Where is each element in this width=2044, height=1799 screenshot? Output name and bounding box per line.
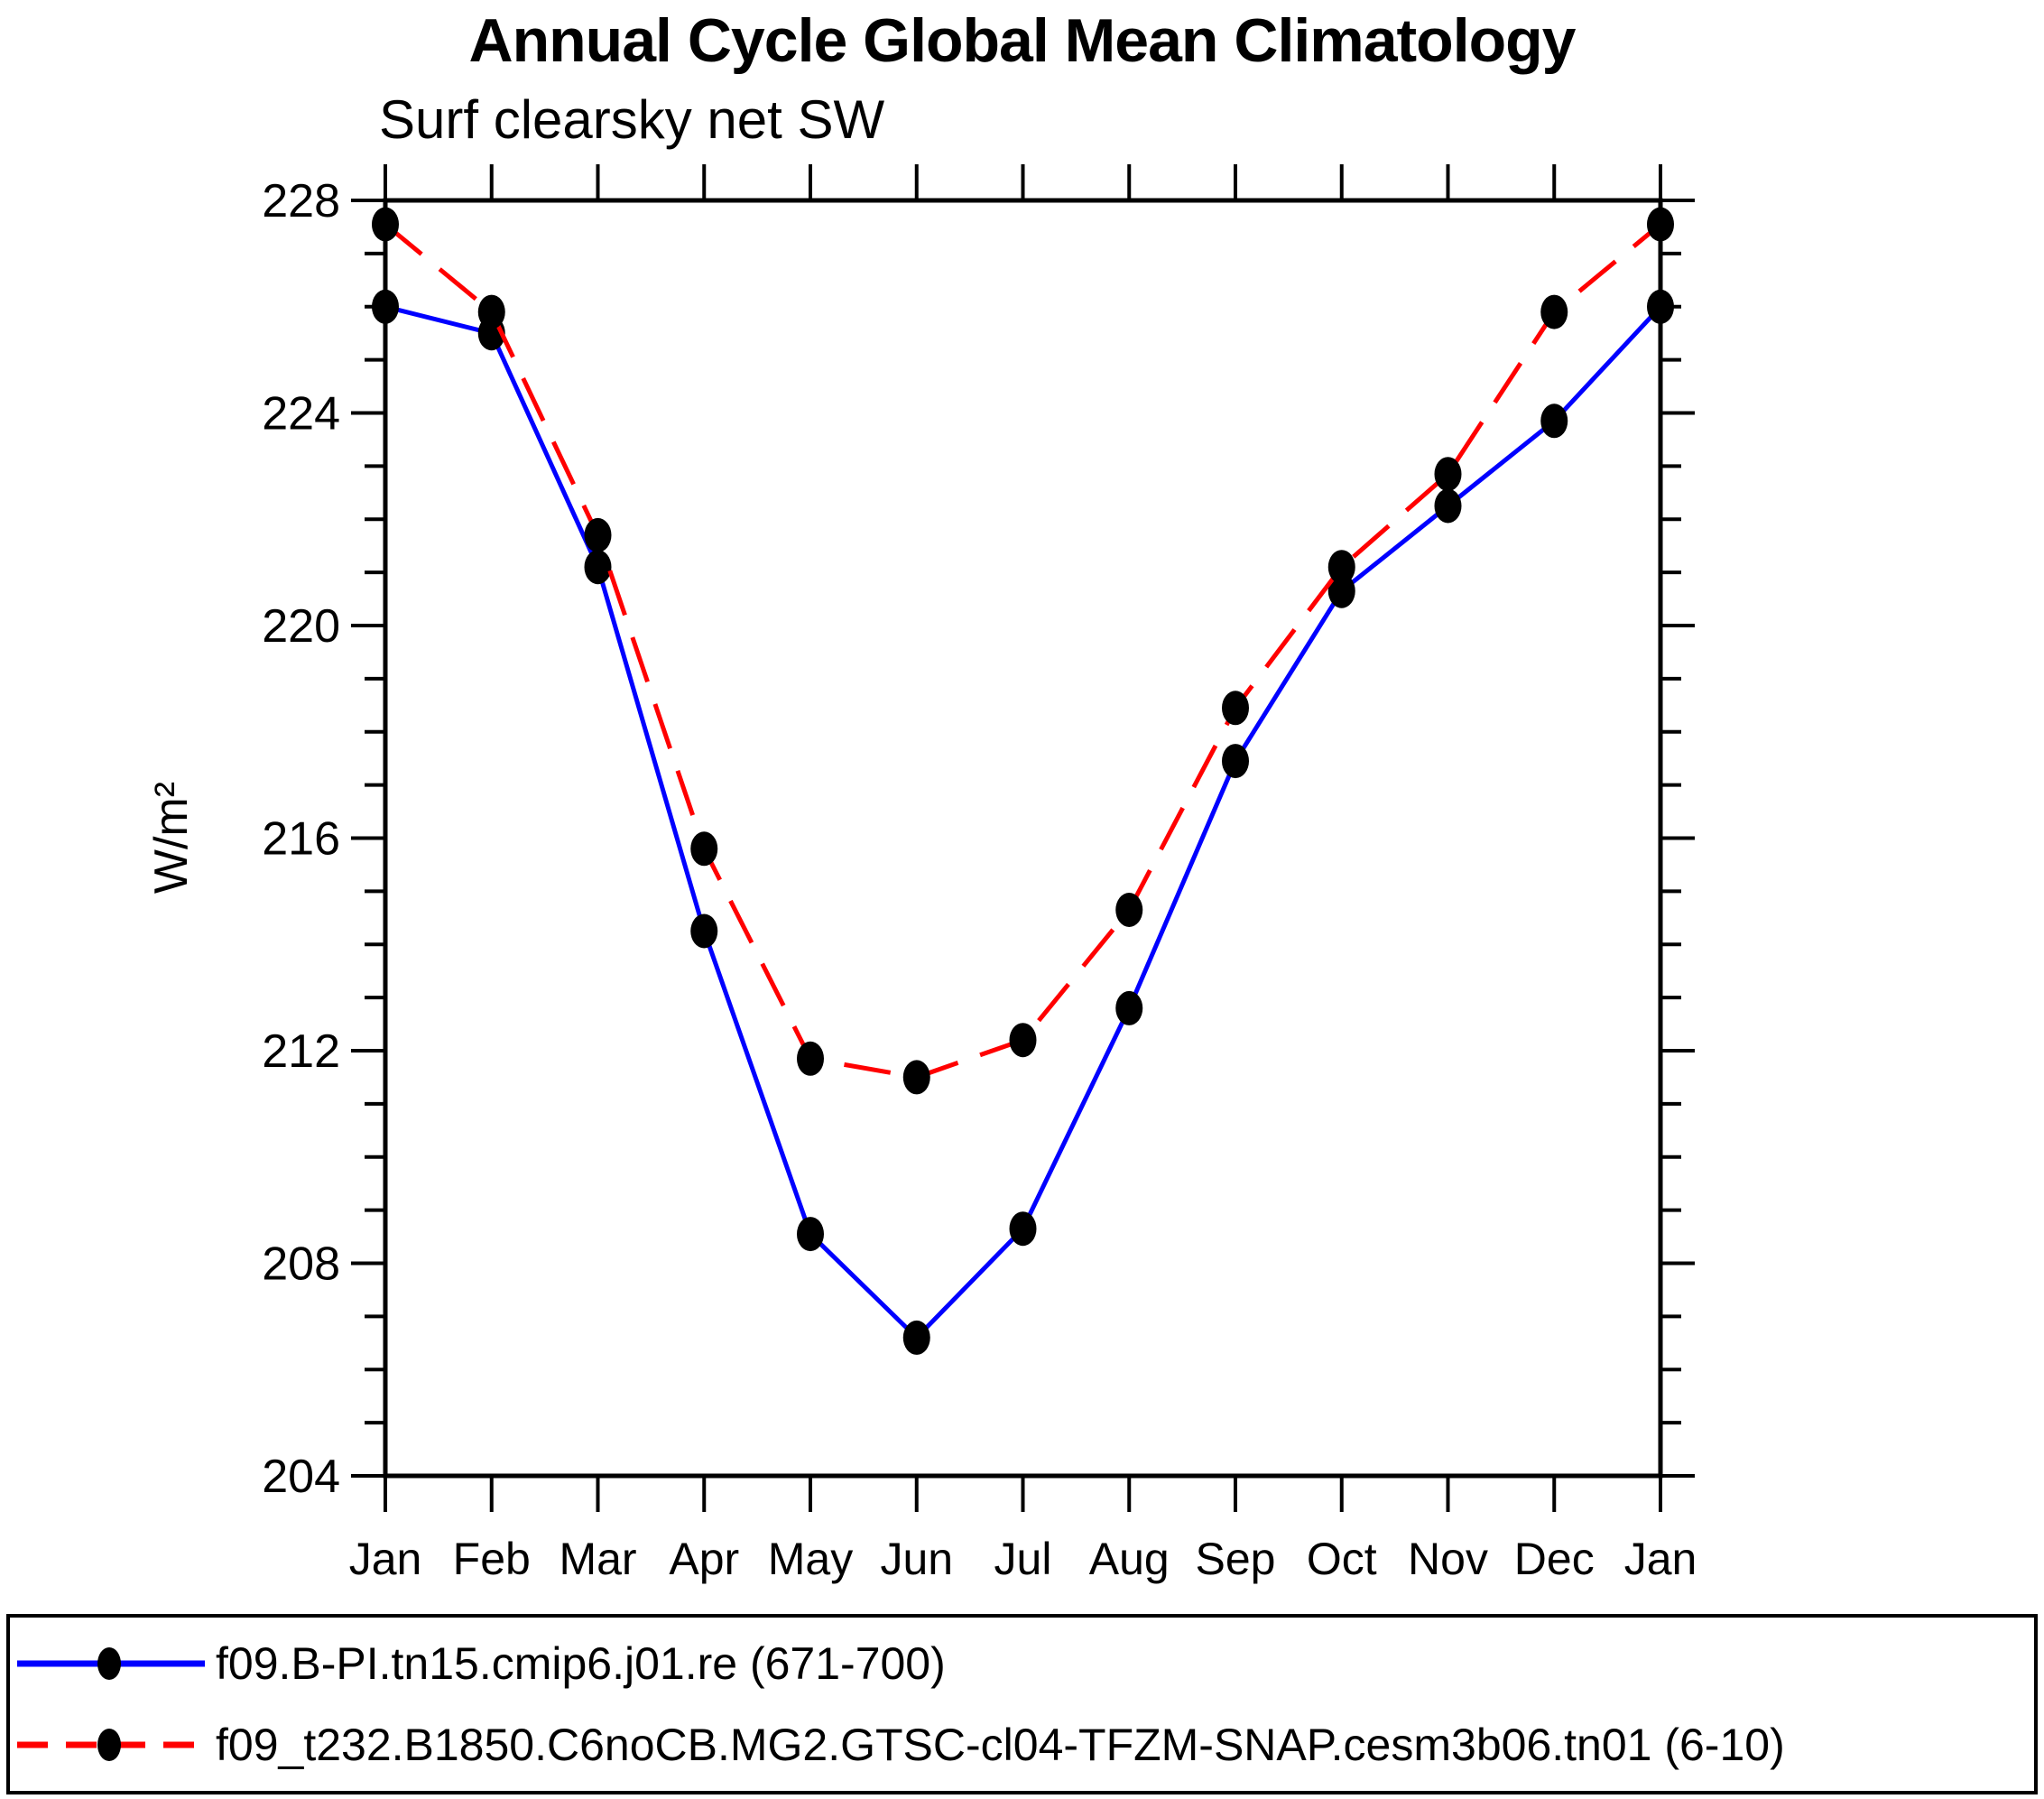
- data-point-marker-series2: [690, 831, 718, 867]
- data-point-marker-series2: [1222, 691, 1249, 726]
- data-point-marker-series1: [690, 913, 718, 949]
- data-point-marker-series1: [797, 1217, 824, 1252]
- y-tick-label: 220: [262, 600, 340, 653]
- data-point-marker-series2: [902, 1060, 930, 1095]
- y-tick-label: 228: [262, 175, 340, 227]
- series-line-2: [384, 222, 1662, 1080]
- data-point-marker-series2: [477, 294, 505, 329]
- data-point-marker-series2: [1540, 294, 1568, 329]
- x-tick-label: Apr: [669, 1534, 739, 1584]
- x-tick-label: May: [768, 1534, 853, 1584]
- data-point-marker-series2: [1009, 1023, 1037, 1058]
- legend-line-sample-dashed-icon: [17, 1729, 205, 1761]
- legend-label-series2: f09_t232.B1850.C6noCB.MG2.GTSC-cl04-TFZM…: [216, 1720, 1785, 1770]
- data-point-marker-series1: [1115, 990, 1143, 1025]
- y-axis-title: W/m²: [145, 782, 198, 894]
- x-tick-label: Dec: [1514, 1534, 1595, 1584]
- data-point-marker-series2: [1327, 550, 1355, 585]
- x-tick-label: Oct: [1307, 1534, 1377, 1584]
- y-tick-label: 224: [262, 388, 340, 440]
- chart-subtitle: Surf clearsky net SW: [379, 89, 885, 150]
- data-point-marker-series1: [1009, 1211, 1037, 1247]
- legend-entry-series1: f09.B-PI.tn15.cmip6.j01.re (671-700): [10, 1627, 2034, 1700]
- data-point-marker-series2: [372, 207, 399, 242]
- y-tick-label: 216: [262, 813, 340, 866]
- x-tick-label: Aug: [1089, 1534, 1170, 1584]
- data-point-marker-series2: [1647, 207, 1674, 242]
- data-point-marker-series2: [797, 1041, 824, 1076]
- legend: f09.B-PI.tn15.cmip6.j01.re (671-700) f09…: [6, 1614, 2038, 1794]
- data-point-marker-series1: [584, 550, 612, 585]
- data-point-marker-series1: [372, 289, 399, 324]
- data-point-marker-series1: [902, 1320, 930, 1355]
- data-point-marker-series1: [1222, 744, 1249, 779]
- data-point-marker-series2: [1115, 893, 1143, 927]
- data-point-marker-series1: [1647, 289, 1674, 324]
- x-tick-label: Jul: [994, 1534, 1052, 1584]
- legend-label-series1: f09.B-PI.tn15.cmip6.j01.re (671-700): [216, 1638, 946, 1689]
- x-tick-label: Feb: [453, 1534, 531, 1584]
- y-tick-label: 212: [262, 1025, 340, 1078]
- data-point-marker-series1: [1434, 488, 1462, 524]
- data-point-marker-series1: [1540, 403, 1568, 439]
- x-tick-label: Mar: [559, 1534, 636, 1584]
- x-tick-label: Nov: [1408, 1534, 1488, 1584]
- x-tick-label: Jan: [1624, 1534, 1697, 1584]
- data-point-marker-series1: [1327, 573, 1355, 608]
- x-tick-label: Sep: [1196, 1534, 1276, 1584]
- data-point-marker-series2: [1434, 457, 1462, 492]
- legend-line-sample-solid-icon: [17, 1647, 205, 1680]
- series-line-1: [384, 304, 1662, 1341]
- data-point-marker-series2: [584, 517, 612, 552]
- plot-frame: [383, 198, 1663, 1479]
- chart-title: Annual Cycle Global Mean Climatology: [468, 6, 1577, 75]
- y-tick-label: 208: [262, 1238, 340, 1291]
- x-tick-label: Jan: [349, 1534, 422, 1584]
- y-tick-label: 204: [262, 1451, 340, 1503]
- legend-entry-series2: f09_t232.B1850.C6noCB.MG2.GTSC-cl04-TFZM…: [10, 1709, 2034, 1781]
- x-tick-label: Jun: [880, 1534, 953, 1584]
